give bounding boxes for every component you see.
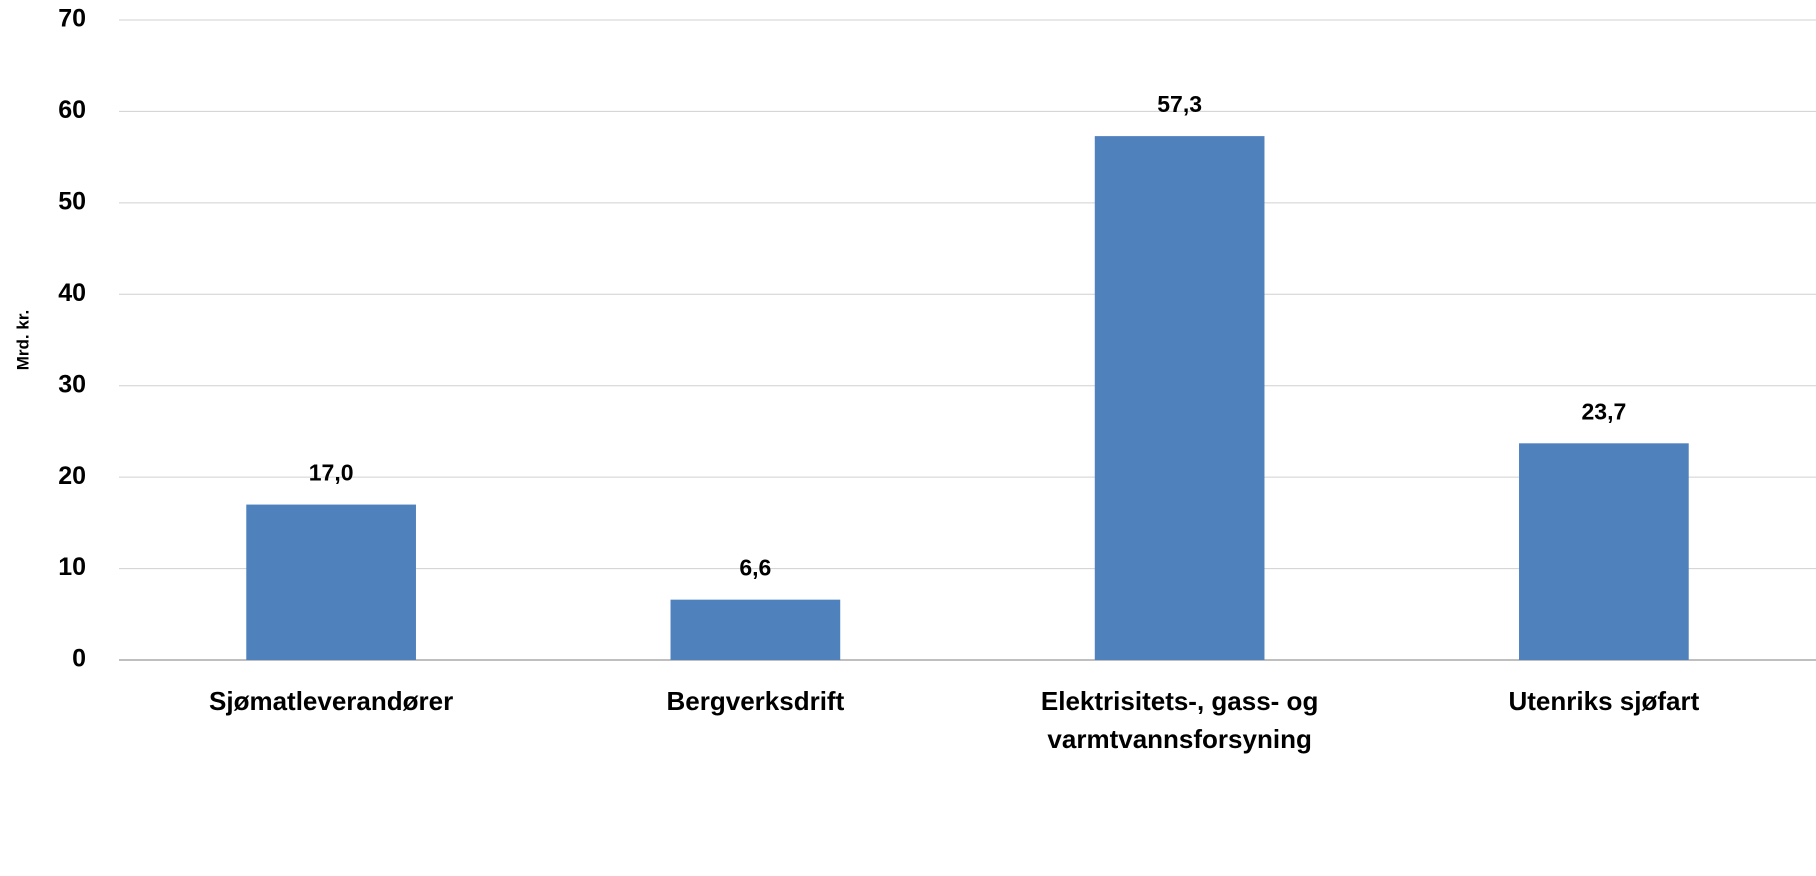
bar — [670, 599, 841, 660]
y-tick-label: 50 — [58, 187, 86, 215]
y-tick-label: 0 — [72, 645, 86, 673]
x-tick-label: Utenriks sjøfart — [1508, 686, 1700, 716]
x-tick-label: Sjømatleverandører — [209, 686, 454, 716]
bar — [1519, 443, 1689, 660]
y-axis-label: Mrd. kr. — [13, 310, 32, 370]
y-tick-label: 10 — [58, 553, 86, 581]
y-tick-label: 30 — [58, 370, 86, 398]
x-tick-label: Bergverksdrift — [666, 686, 845, 716]
y-tick-label: 20 — [58, 462, 86, 490]
value-label: 23,7 — [1581, 398, 1626, 424]
y-tick-label: 40 — [58, 279, 86, 307]
x-tick-label: Elektrisitets-, gass- og varmtvannsforsy… — [1040, 686, 1319, 754]
bar — [1094, 136, 1265, 661]
value-label: 17,0 — [309, 460, 354, 486]
bar — [246, 504, 416, 660]
y-tick-label: 60 — [58, 96, 86, 124]
y-tick-label: 70 — [58, 5, 86, 33]
value-label: 6,6 — [739, 555, 771, 581]
value-label: 57,3 — [1157, 91, 1202, 117]
